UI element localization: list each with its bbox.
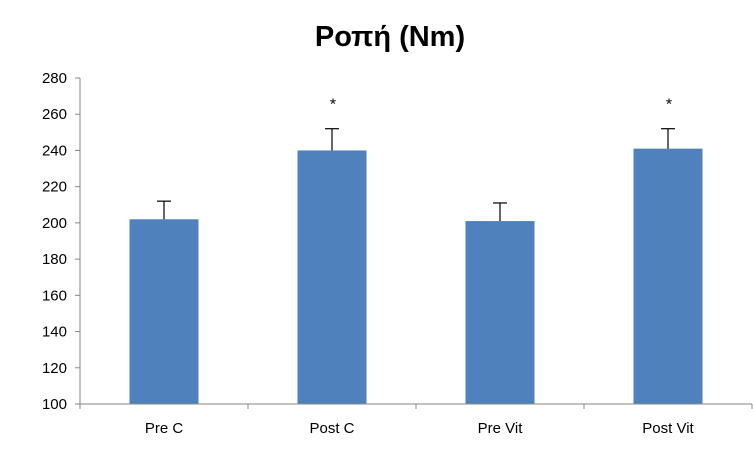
y-tick-label: 180 [42,251,67,268]
y-tick-label: 240 [42,142,67,159]
significance-asterisk: * [330,97,336,114]
x-category-label: Pre C [145,420,184,437]
bars-group [129,148,703,404]
y-tick-label: 200 [42,215,67,232]
y-tick-label: 260 [42,106,67,123]
y-tick-label: 120 [42,360,67,377]
y-tick-label: 100 [42,396,67,413]
chart-title: Ροπή (Nm) [315,21,465,53]
y-tick-label: 220 [42,179,67,196]
bar [465,221,535,404]
bar [297,150,367,404]
x-axis-labels: Pre C Post C Pre Vit Post Vit [145,404,753,437]
y-tick-label: 280 [42,70,67,87]
x-category-label: Pre Vit [478,420,524,437]
bar [633,148,703,404]
y-axis-ticks: 100 120 140 160 180 200 220 240 260 280 [42,70,80,413]
x-category-label: Post Vit [642,420,694,437]
bar [129,219,199,404]
error-bars-group [157,128,675,222]
significance-asterisk: * [666,97,672,114]
x-category-label: Post C [309,420,354,437]
significance-markers: * * [330,97,672,114]
y-tick-label: 140 [42,324,67,341]
y-tick-label: 160 [42,287,67,304]
